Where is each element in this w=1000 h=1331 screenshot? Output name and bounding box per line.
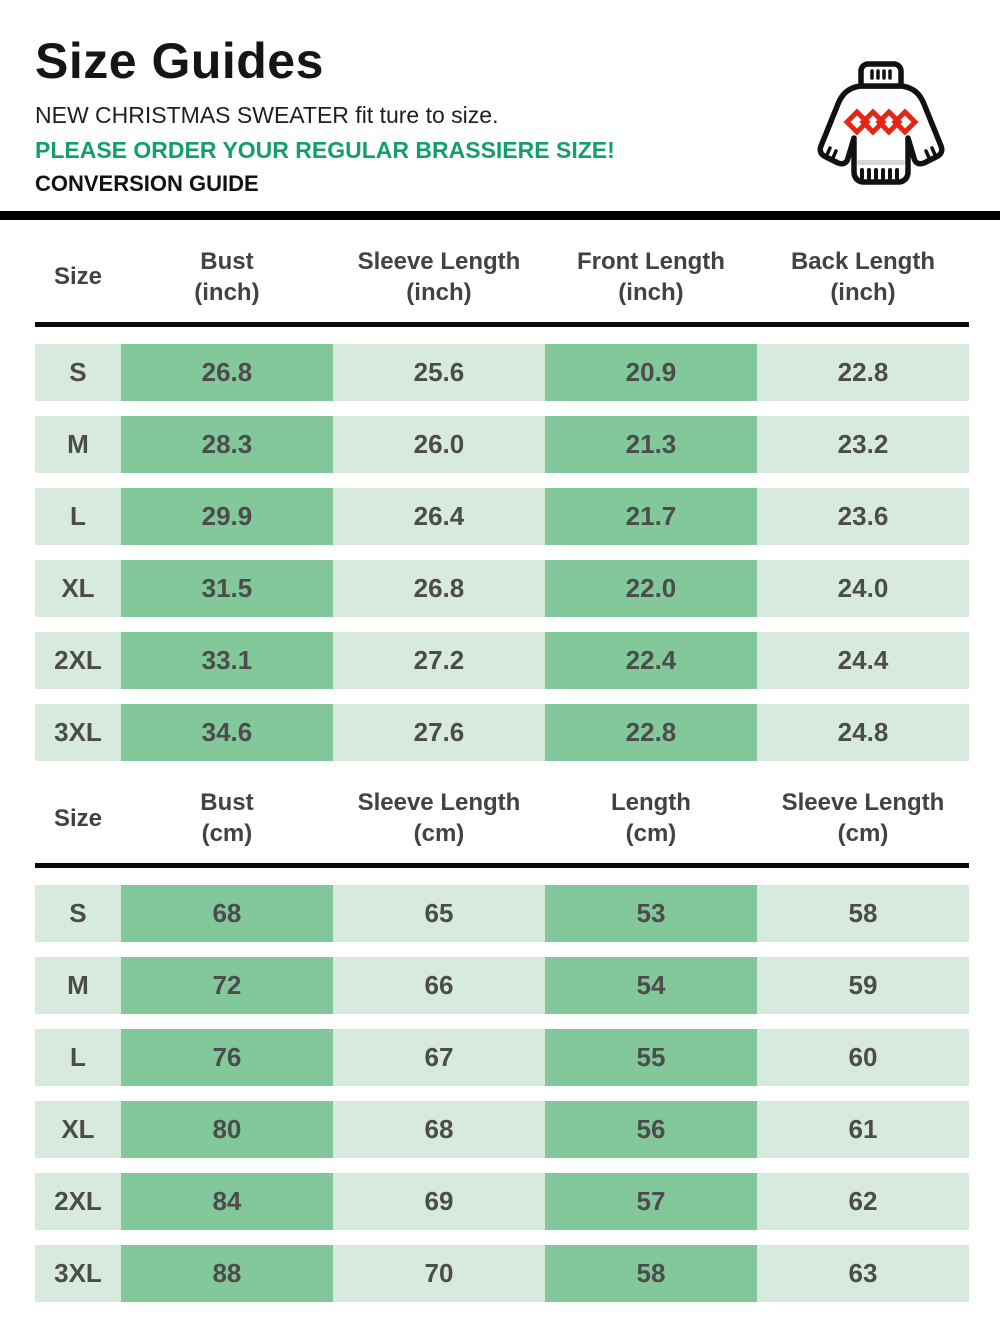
value-cell: 72 [120,957,333,1015]
value-cell: 22.8 [756,343,969,401]
value-cell: 58 [544,1245,757,1303]
size-cell: 3XL [35,1245,121,1303]
table-row-xl: XL 31.5 26.8 22.0 24.0 [35,559,969,617]
value-cell: 31.5 [120,559,333,617]
table-row-l: L 76 67 55 60 [35,1029,969,1087]
value-cell: 25.6 [332,343,545,401]
value-cell: 24.0 [756,559,969,617]
value-cell: 70 [332,1245,545,1303]
column-header-back-length: Back Length (inch) [790,247,935,306]
value-cell: 20.9 [544,343,757,401]
table-row-l: L 29.9 26.4 21.7 23.6 [35,487,969,545]
column-header-size: Size [53,804,102,832]
value-cell: 54 [544,957,757,1015]
header: Size Guides NEW CHRISTMAS SWEATER fit tu… [0,0,1000,198]
column-header-front-length: Front Length (inch) [576,247,725,306]
christmas-sweater-icon [806,52,956,200]
column-header-bust: Bust (cm) [200,788,254,848]
page-title: Size Guides [35,33,324,89]
value-cell: 61 [756,1101,969,1159]
table-body-inch: S 26.8 25.6 20.9 22.8 M 28.3 26.0 21.3 23.2 L 29.9 2… [35,343,969,761]
value-cell: 66 [332,957,545,1015]
value-cell: 26.8 [332,559,545,617]
size-cell: 2XL [35,631,121,689]
value-cell: 53 [544,885,757,943]
value-cell: 28.3 [120,415,333,473]
section-divider [0,210,1000,220]
column-header-length: Length (cm) [610,788,691,848]
value-cell: 26.8 [120,343,333,401]
conversion-guide-label: CONVERSION GUIDE [35,171,259,197]
value-cell: 88 [120,1245,333,1303]
size-cell: S [35,343,121,401]
value-cell: 22.0 [544,559,757,617]
value-cell: 80 [120,1101,333,1159]
value-cell: 59 [756,957,969,1015]
value-cell: 34.6 [120,703,333,761]
value-cell: 23.2 [756,415,969,473]
value-cell: 27.2 [332,631,545,689]
table-body-cm: S 68 65 53 58 M 72 66 54 59 L 76 67 55 60 XL 80 68 56 61 2XL… [35,885,969,1303]
value-cell: 26.0 [332,415,545,473]
column-header-sleeve-length: Sleeve Length (cm) [781,788,945,848]
value-cell: 26.4 [332,487,545,545]
value-cell: 68 [120,885,333,943]
size-cell: XL [35,559,121,617]
value-cell: 57 [544,1173,757,1231]
value-cell: 22.4 [544,631,757,689]
value-cell: 27.6 [332,703,545,761]
value-cell: 69 [332,1173,545,1231]
value-cell: 56 [544,1101,757,1159]
table-row-s: S 68 65 53 58 [35,885,969,943]
size-cell: 3XL [35,703,121,761]
table-row-2xl: 2XL 33.1 27.2 22.4 24.4 [35,631,969,689]
header-rule [35,321,969,327]
column-header-bust: Bust (inch) [194,247,260,306]
table-row-3xl: 3XL 88 70 58 63 [35,1245,969,1303]
table-row-3xl: 3XL 34.6 27.6 22.8 24.8 [35,703,969,761]
value-cell: 67 [332,1029,545,1087]
column-header-sleeve-length: Sleeve Length (inch) [357,247,521,306]
table-row-m: M 28.3 26.0 21.3 23.2 [35,415,969,473]
size-cell: M [35,415,121,473]
value-cell: 29.9 [120,487,333,545]
value-cell: 58 [756,885,969,943]
size-table-inch: Size Bust (inch) Sleeve Length (inch) Front L… [0,220,1000,761]
size-cell: L [35,1029,121,1087]
value-cell: 24.4 [756,631,969,689]
column-header-size: Size [53,263,102,291]
value-cell: 65 [332,885,545,943]
table-row-xl: XL 80 68 56 61 [35,1101,969,1159]
table-row-m: M 72 66 54 59 [35,957,969,1015]
value-cell: 55 [544,1029,757,1087]
value-cell: 62 [756,1173,969,1231]
value-cell: 63 [756,1245,969,1303]
value-cell: 84 [120,1173,333,1231]
order-notice: PLEASE ORDER YOUR REGULAR BRASSIERE SIZE… [35,136,615,163]
value-cell: 68 [332,1101,545,1159]
table-row-2xl: 2XL 84 69 57 62 [35,1173,969,1231]
value-cell: 21.3 [544,415,757,473]
table-header-inch: Size Bust (inch) Sleeve Length (inch) Front L… [35,220,969,322]
value-cell: 21.7 [544,487,757,545]
column-header-sleeve-length: Sleeve Length (cm) [357,788,521,848]
table-header-cm: Size Bust (cm) Sleeve Length (cm) Length (cm) S… [35,761,969,863]
fit-subtitle: NEW CHRISTMAS SWEATER fit ture to size. [35,102,499,128]
size-cell: L [35,487,121,545]
value-cell: 22.8 [544,703,757,761]
value-cell: 76 [120,1029,333,1087]
size-cell: XL [35,1101,121,1159]
table-row-s: S 26.8 25.6 20.9 22.8 [35,343,969,401]
value-cell: 23.6 [756,487,969,545]
value-cell: 60 [756,1029,969,1087]
size-cell: M [35,957,121,1015]
size-table-cm: Size Bust (cm) Sleeve Length (cm) Length (cm) S… [0,761,1000,1303]
size-cell: 2XL [35,1173,121,1231]
value-cell: 33.1 [120,631,333,689]
size-cell: S [35,885,121,943]
header-rule [35,863,969,869]
value-cell: 24.8 [756,703,969,761]
